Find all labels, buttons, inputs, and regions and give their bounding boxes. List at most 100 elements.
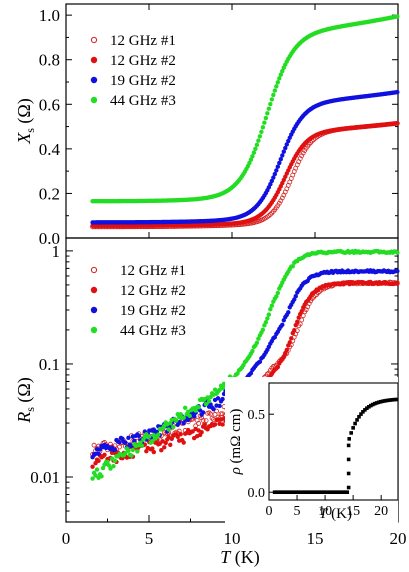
- bottom-point: [181, 440, 186, 445]
- inset-point: [319, 490, 324, 494]
- top-point: [268, 101, 273, 107]
- inset-point: [331, 490, 336, 494]
- bottom-point: [129, 453, 134, 458]
- bottom-point: [187, 413, 192, 418]
- top-point: [269, 97, 275, 102]
- inset-point: [346, 457, 351, 462]
- top-legend-marker: [90, 96, 98, 104]
- bottom-legend-label: 12 GHz #2: [120, 283, 186, 299]
- bottom-point: [395, 268, 400, 274]
- top-ytick-label: 0.0: [39, 229, 60, 248]
- bottom-legend-marker: [90, 266, 98, 274]
- inset-point: [329, 490, 334, 494]
- inset-xtick-label: 15: [346, 504, 360, 519]
- inset-series: [272, 397, 399, 494]
- inset-point: [361, 410, 365, 414]
- inset-point: [351, 426, 355, 430]
- top-point: [283, 145, 288, 151]
- inset-point: [335, 490, 340, 494]
- bottom-point: [181, 415, 186, 420]
- bottom-point: [293, 294, 298, 299]
- bottom-point: [196, 421, 202, 426]
- inset-background: [225, 377, 398, 524]
- inset-point: [374, 401, 379, 405]
- bottom-point: [117, 440, 122, 445]
- top-point: [267, 212, 273, 217]
- inset-point: [317, 490, 322, 494]
- top-point: [260, 125, 266, 130]
- top-point: [272, 88, 278, 93]
- bottom-point: [208, 394, 213, 400]
- inset-point: [347, 437, 352, 441]
- bottom-point: [208, 411, 213, 417]
- bottom-point: [269, 303, 275, 308]
- inset-xtick-label: 5: [294, 504, 301, 519]
- top-point: [281, 149, 286, 154]
- bottom-point: [220, 422, 225, 427]
- inset-point: [296, 490, 300, 494]
- bottom-point: [260, 327, 266, 332]
- bottom-point: [272, 335, 278, 340]
- top-point: [254, 142, 260, 147]
- inset-point: [278, 490, 283, 494]
- bottom-point: [295, 319, 300, 325]
- inset-point: [388, 398, 393, 402]
- bottom-xtick-label: 15: [307, 529, 324, 548]
- bottom-series-12-ghz-2: [90, 279, 400, 469]
- top-point: [274, 168, 279, 173]
- bottom-ytick-label: 1: [52, 242, 61, 261]
- bottom-point: [136, 433, 142, 439]
- bottom-point: [268, 306, 273, 312]
- inset-point: [345, 490, 350, 494]
- inset-point: [288, 490, 293, 494]
- bottom-point: [181, 421, 186, 426]
- top-ylabel: Xs (Ω): [14, 98, 37, 145]
- inset-point: [333, 490, 338, 494]
- inset-point: [363, 408, 367, 412]
- inset-point: [321, 490, 326, 494]
- bottom-point: [292, 327, 297, 333]
- top-ytick-label: 0.6: [39, 95, 60, 114]
- top-point: [256, 138, 261, 143]
- inset-point: [280, 490, 285, 494]
- bottom-point: [109, 456, 115, 461]
- top-point: [250, 154, 255, 159]
- top-point: [263, 115, 269, 121]
- inset-point: [302, 490, 306, 494]
- top-legend-label: 44 GHz #3: [110, 93, 176, 109]
- bottom-point: [206, 399, 212, 404]
- top-ytick-label: 0.8: [39, 51, 60, 70]
- top-point: [395, 14, 400, 19]
- bottom-point: [265, 316, 270, 321]
- inset-point: [346, 471, 351, 476]
- bottom-point: [292, 297, 297, 302]
- bottom-point: [250, 348, 255, 354]
- bottom-point: [151, 449, 157, 455]
- top-ytick-label: 0.4: [39, 140, 61, 159]
- inset-point: [386, 398, 391, 403]
- inset-xtick-label: 0: [266, 504, 273, 519]
- top-ytick-label: 1.0: [39, 6, 60, 25]
- bottom-point: [266, 312, 272, 317]
- bottom-point: [297, 321, 303, 327]
- inset-ylabel: ρ (mΩ cm): [228, 409, 244, 476]
- inset-ytick-label: 0.0: [248, 486, 266, 501]
- bottom-point: [156, 432, 161, 437]
- bottom-point: [200, 410, 206, 415]
- bottom-point: [203, 418, 209, 424]
- bottom-point: [147, 434, 152, 439]
- top-point: [266, 106, 272, 111]
- bottom-point: [112, 447, 118, 452]
- inset-point: [372, 401, 377, 406]
- bottom-legend-label: 12 GHz #1: [120, 263, 186, 279]
- inset-point: [300, 490, 304, 494]
- bottom-xtick-label: 10: [224, 529, 241, 548]
- inset-point: [367, 405, 371, 409]
- top-point: [300, 150, 306, 156]
- bottom-point: [102, 452, 107, 458]
- bottom-point: [108, 466, 113, 471]
- bottom-point: [159, 448, 164, 453]
- inset-point: [349, 431, 353, 435]
- top-point: [274, 84, 279, 89]
- top-point: [395, 121, 400, 126]
